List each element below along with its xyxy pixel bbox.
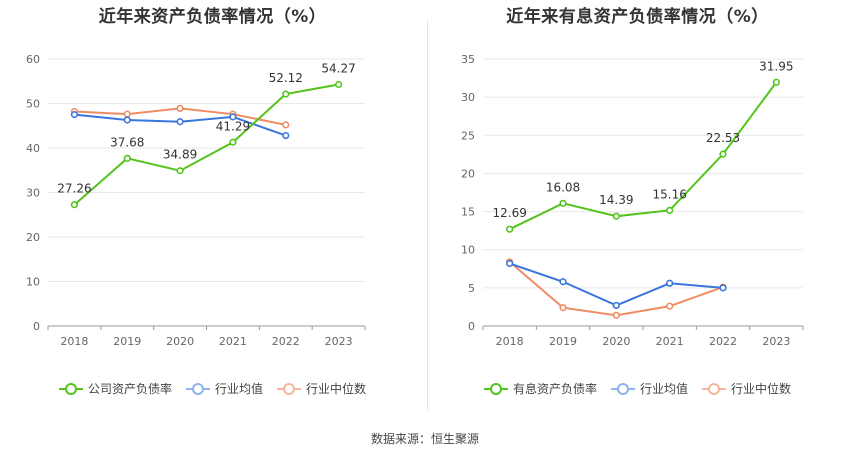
legend-marker-icon: [610, 382, 635, 395]
x-tick-label: 2018: [60, 335, 88, 348]
legend: 公司资产负债率 行业均值 行业中位数: [0, 380, 425, 397]
data-point: [666, 279, 674, 287]
data-point: [123, 110, 131, 118]
data-point: [282, 131, 290, 140]
legend-marker-icon: [702, 382, 726, 395]
x-tick-label: 2022: [709, 335, 737, 348]
chart-panel-debt-ratio: 近年来资产负债率情况（%） 0 10 20 30 40 50 60 2018 2019 2020 2…: [0, 0, 425, 420]
data-source-note: 数据来源：恒生聚源: [370, 432, 479, 446]
x-tick-label: 2020: [166, 335, 194, 348]
data-label: 31.95: [759, 59, 793, 73]
legend-label: 行业中位数: [306, 382, 367, 396]
data-point: [70, 111, 79, 119]
data-point: [612, 212, 620, 220]
y-tick-label: 10: [461, 244, 475, 257]
data-label: 37.68: [110, 135, 144, 149]
legend-item-industry-mean[interactable]: 行业均值: [185, 380, 263, 397]
legend-label: 行业均值: [214, 382, 263, 396]
data-point: [282, 90, 290, 98]
legend-marker-icon: [483, 382, 508, 395]
data-label: 52.12: [269, 71, 303, 85]
data-point: [559, 278, 567, 286]
data-point: [176, 167, 184, 175]
legend-item-industry-mean[interactable]: 行业均值: [610, 380, 688, 397]
data-label: 27.26: [57, 182, 91, 196]
data-point: [612, 311, 620, 319]
line-chart: 0 5 10 15 20 25 30 35 2018 2019 2020 2021 2022 2023 12…: [461, 53, 804, 348]
data-point: [559, 304, 567, 312]
data-label: 12.69: [492, 206, 526, 220]
data-label: 54.27: [321, 61, 355, 75]
data-label: 14.39: [599, 193, 633, 207]
y-tick-label: 10: [26, 276, 40, 289]
y-tick-label: 5: [468, 282, 475, 295]
data-point: [70, 201, 79, 209]
x-tick-label: 2019: [113, 335, 141, 348]
y-tick-label: 0: [468, 320, 475, 333]
legend: 有息资产负债率 行业均值 行业中位数: [425, 380, 850, 397]
legend-item-industry-median[interactable]: 行业中位数: [277, 380, 366, 397]
legend-item-company-debt-ratio[interactable]: 公司资产负债率: [58, 380, 172, 397]
y-tick-label: 35: [461, 53, 475, 66]
chart-panel-interest-debt-ratio: 近年来有息资产负债率情况（%） 0 5 10 15 20 25 30 35 2018 2019 20…: [425, 0, 850, 420]
legend-item-industry-median[interactable]: 行业中位数: [702, 380, 791, 397]
line-chart: 0 10 20 30 40 50 60 2018 2019 2020 2021 2022 2023 27.…: [26, 53, 366, 348]
legend-marker-icon: [58, 382, 83, 395]
legend-marker-icon: [185, 382, 210, 395]
data-point: [282, 121, 290, 129]
panel-divider: [427, 20, 428, 410]
y-tick-label: 20: [26, 231, 40, 244]
data-label: 41.29: [216, 119, 250, 133]
series-line: [509, 81, 778, 231]
data-point: [176, 118, 184, 126]
x-tick-label: 2022: [272, 335, 300, 348]
chart-title: 近年来有息资产负债率情况（%）: [506, 7, 769, 27]
data-point: [559, 199, 567, 207]
y-tick-label: 30: [26, 187, 40, 200]
x-tick-label: 2019: [549, 335, 577, 348]
legend-marker-icon: [277, 382, 301, 395]
data-label: 22.53: [706, 131, 740, 145]
data-point: [772, 78, 780, 86]
data-point: [334, 80, 343, 89]
series-line: [73, 83, 339, 206]
data-point: [612, 301, 620, 310]
legend-label: 有息资产负债率: [512, 382, 597, 396]
x-tick-label: 2023: [762, 335, 790, 348]
data-point: [506, 225, 514, 233]
legend-label: 行业中位数: [731, 382, 792, 396]
data-point: [123, 116, 131, 124]
y-tick-label: 20: [461, 167, 475, 180]
data-label: 34.89: [163, 148, 197, 162]
data-point: [719, 150, 727, 158]
data-label: 15.16: [652, 187, 686, 201]
y-tick-label: 25: [461, 129, 475, 142]
data-point: [229, 113, 237, 121]
y-tick-label: 0: [33, 320, 40, 333]
y-tick-label: 40: [26, 142, 40, 155]
data-point: [666, 206, 674, 214]
data-point: [506, 259, 514, 268]
data-point: [123, 154, 131, 162]
data-point: [719, 284, 727, 292]
y-tick-label: 15: [461, 206, 475, 219]
chart-title: 近年来资产负债率情况（%）: [98, 7, 327, 27]
data-point: [176, 104, 184, 112]
x-tick-label: 2018: [496, 335, 524, 348]
data-point: [666, 302, 674, 310]
data-label: 16.08: [546, 180, 580, 194]
x-tick-label: 2020: [602, 335, 630, 348]
x-tick-label: 2021: [219, 335, 247, 348]
y-tick-label: 30: [461, 91, 475, 104]
legend-label: 行业均值: [639, 382, 688, 396]
legend-label: 公司资产负债率: [87, 382, 172, 396]
x-tick-label: 2021: [656, 335, 684, 348]
y-tick-label: 50: [26, 98, 40, 111]
data-point: [229, 138, 237, 146]
x-tick-label: 2023: [325, 335, 353, 348]
y-tick-label: 60: [26, 53, 40, 66]
legend-item-interest-debt-ratio[interactable]: 有息资产负债率: [483, 380, 597, 397]
